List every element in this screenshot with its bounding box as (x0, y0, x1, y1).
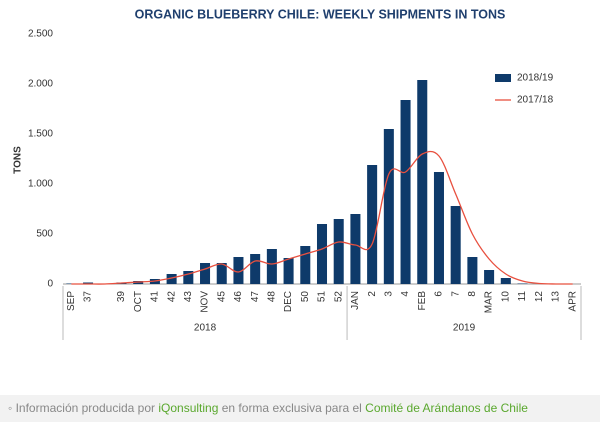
x-tick-label: NOV (200, 291, 211, 313)
x-tick-label: 52 (333, 291, 344, 303)
x-tick-label: 45 (216, 291, 227, 303)
footer-text: Información producida por (15, 401, 156, 415)
bar (484, 270, 495, 284)
x-tick-label: 46 (233, 291, 244, 303)
x-tick-label: MAR (484, 291, 495, 313)
x-tick-label: 7 (450, 291, 461, 297)
x-tick-label: 2 (367, 291, 378, 297)
x-group-label: 2018 (194, 323, 217, 334)
chart: ORGANIC BLUEBERRY CHILE: WEEKLY SHIPMENT… (13, 7, 582, 340)
x-tick-label: 6 (434, 291, 445, 297)
bar (367, 165, 378, 284)
x-tick-label: 4 (400, 291, 411, 297)
bar (517, 283, 528, 284)
bar (166, 274, 177, 284)
bar (467, 257, 478, 284)
y-tick-label: 500 (36, 229, 53, 240)
x-tick-label: OCT (133, 291, 144, 312)
x-tick-label: 39 (116, 291, 127, 303)
bar (500, 278, 511, 284)
bar (200, 263, 211, 284)
footer: ◦ Información producida por iQonsulting … (0, 395, 600, 422)
y-tick-label: 2.500 (28, 29, 53, 40)
y-tick-label: 1.000 (28, 179, 53, 190)
bar (250, 254, 261, 284)
info-icon: ◦ (8, 401, 16, 415)
bar (417, 80, 428, 284)
legend-label: 2018/19 (517, 73, 554, 84)
y-tick-label: 0 (47, 279, 53, 290)
x-tick-label: 8 (467, 291, 478, 297)
bar (83, 282, 94, 284)
bar (283, 258, 294, 284)
x-tick-label: 12 (534, 291, 545, 303)
x-tick-label: 51 (317, 291, 328, 303)
x-tick-label: 43 (183, 291, 194, 303)
x-tick-label: 3 (383, 291, 394, 297)
x-tick-label: 47 (250, 291, 261, 303)
bar (400, 100, 411, 284)
footer-text: en forma exclusiva para el (221, 401, 362, 415)
footer-link[interactable]: iQonsulting (158, 401, 219, 415)
bar (350, 214, 361, 284)
x-tick-label: DEC (283, 291, 294, 312)
y-axis-label: TONS (13, 146, 24, 174)
x-tick-label: 42 (166, 291, 177, 303)
x-tick-label: 48 (267, 291, 278, 303)
bar (216, 263, 227, 284)
x-tick-label: FEB (417, 291, 428, 311)
line (71, 150, 573, 285)
x-tick-label: 41 (150, 291, 161, 303)
footer-link[interactable]: Comité de Arándanos de Chile (365, 401, 528, 415)
x-tick-label: JAN (350, 291, 361, 310)
bar (183, 271, 194, 284)
chart-title: ORGANIC BLUEBERRY CHILE: WEEKLY SHIPMENT… (135, 7, 506, 21)
bar (333, 219, 344, 284)
legend-label: 2017/18 (517, 95, 554, 106)
x-group-label: 2019 (453, 323, 476, 334)
x-tick-label: 11 (517, 291, 528, 302)
bar (233, 257, 244, 284)
bar (300, 246, 311, 284)
x-tick-label: SEP (66, 291, 77, 311)
bar (383, 129, 394, 284)
x-tick-label: 50 (300, 291, 311, 303)
bar (450, 206, 461, 284)
legend-swatch (495, 74, 511, 82)
x-tick-label: 37 (83, 291, 94, 303)
y-tick-label: 1.500 (28, 129, 53, 140)
bar (433, 172, 444, 284)
bar (316, 224, 328, 284)
bar (266, 249, 277, 284)
x-tick-label: 10 (500, 291, 511, 303)
x-tick-label: APR (567, 291, 578, 312)
x-tick-label: 13 (551, 291, 562, 303)
y-tick-label: 2.000 (28, 79, 53, 90)
